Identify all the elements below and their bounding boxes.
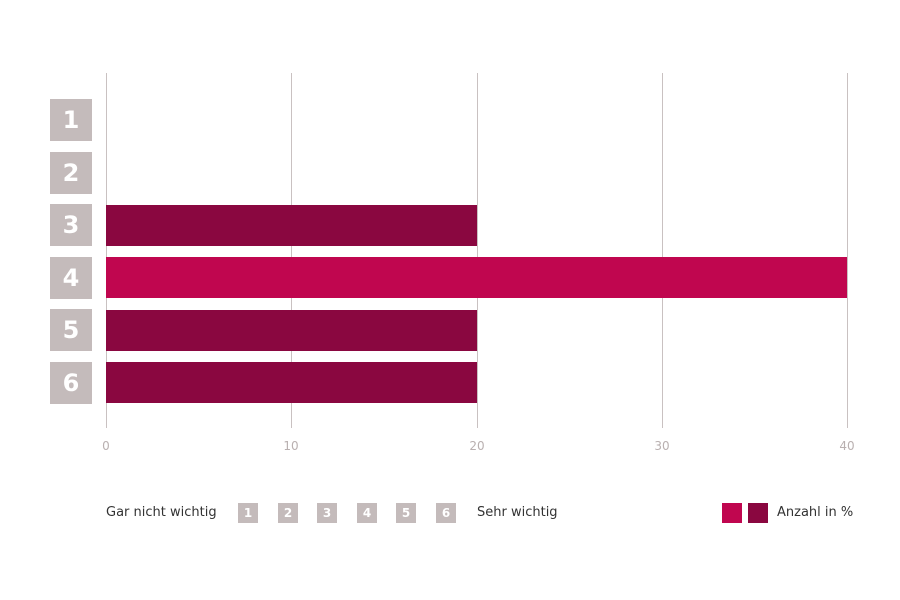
category-label-1: 1 (50, 99, 92, 141)
bar-4 (106, 257, 847, 298)
x-tick-10: 10 (283, 439, 299, 453)
scale-item-3: 3 (317, 503, 337, 523)
scale-item-5: 5 (396, 503, 416, 523)
scale-item-6: 6 (436, 503, 456, 523)
gridline-10 (291, 73, 292, 428)
category-label-5: 5 (50, 309, 92, 351)
gridline-40 (847, 73, 848, 428)
gridline-20 (477, 73, 478, 428)
bar-5 (106, 310, 477, 351)
scale-high-label: Sehr wichtig (477, 505, 558, 520)
category-label-2: 2 (50, 152, 92, 194)
category-label-6: 6 (50, 362, 92, 404)
series-label: Anzahl in % (777, 505, 854, 520)
category-label-3: 3 (50, 204, 92, 246)
category-label-4: 4 (50, 257, 92, 299)
scale-item-1: 1 (238, 503, 258, 523)
legend-swatch-normal (748, 503, 768, 523)
x-tick-20: 20 (469, 439, 485, 453)
scale-item-4: 4 (357, 503, 377, 523)
scale-item-2: 2 (278, 503, 298, 523)
legend-swatch-highlight (722, 503, 742, 523)
gridline-0 (106, 73, 107, 428)
x-tick-0: 0 (102, 439, 110, 453)
x-tick-40: 40 (839, 439, 855, 453)
x-tick-30: 30 (654, 439, 670, 453)
bar-6 (106, 362, 477, 403)
bar-3 (106, 205, 477, 246)
scale-low-label: Gar nicht wichtig (106, 505, 217, 520)
gridline-30 (662, 73, 663, 428)
